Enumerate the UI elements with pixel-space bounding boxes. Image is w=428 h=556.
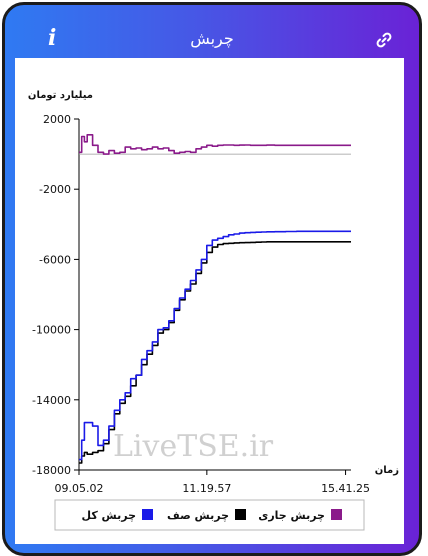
- y-tick-label: -2000: [39, 183, 71, 196]
- legend-label[interactable]: چربش جاری: [258, 509, 325, 522]
- legend-swatch: [142, 509, 153, 520]
- info-icon[interactable]: i: [48, 25, 57, 51]
- series-line-2: [79, 134, 351, 155]
- series-line-0: [79, 230, 351, 461]
- y-tick-label: -10000: [32, 324, 71, 337]
- chart: میلیارد تومان 2000 -2000 -6000 -10000 -14000…: [28, 90, 399, 531]
- legend-box: [54, 499, 365, 531]
- watermark: LiveTSE.ir: [113, 429, 274, 464]
- page-title: چربش: [190, 29, 234, 48]
- y-tick-label: -6000: [39, 253, 71, 266]
- legend-label[interactable]: چربش صف: [167, 509, 229, 522]
- x-tick-label: 09.05.02: [55, 482, 104, 495]
- legend-swatch: [235, 509, 246, 520]
- app-frame: i چربش میلیارد تومان 2000 -2000 -6000 -1000…: [2, 2, 422, 556]
- x-tick-label: 15.41.25: [321, 482, 370, 495]
- x-axis: 09.05.02 11.19.57 15.41.25: [55, 470, 370, 495]
- x-axis-label: زمان: [375, 465, 399, 476]
- y-axis-label: میلیارد تومان: [28, 90, 93, 101]
- legend-swatch: [331, 509, 342, 520]
- legend-label[interactable]: چربش کل: [82, 509, 137, 522]
- y-tick-label: -14000: [32, 394, 71, 407]
- chart-panel: میلیارد تومان 2000 -2000 -6000 -10000 -14000…: [15, 58, 404, 544]
- header-bar: i چربش: [5, 5, 419, 59]
- series-group: [79, 134, 351, 464]
- x-tick-label: 11.19.57: [182, 482, 231, 495]
- y-tick-label: 2000: [43, 113, 71, 126]
- legend: چربش جاری چربش صف چربش کل: [82, 509, 342, 522]
- y-tick-label: -18000: [32, 464, 71, 477]
- link-icon[interactable]: [375, 31, 393, 49]
- y-axis: 2000 -2000 -6000 -10000 -14000 -18000: [32, 113, 79, 477]
